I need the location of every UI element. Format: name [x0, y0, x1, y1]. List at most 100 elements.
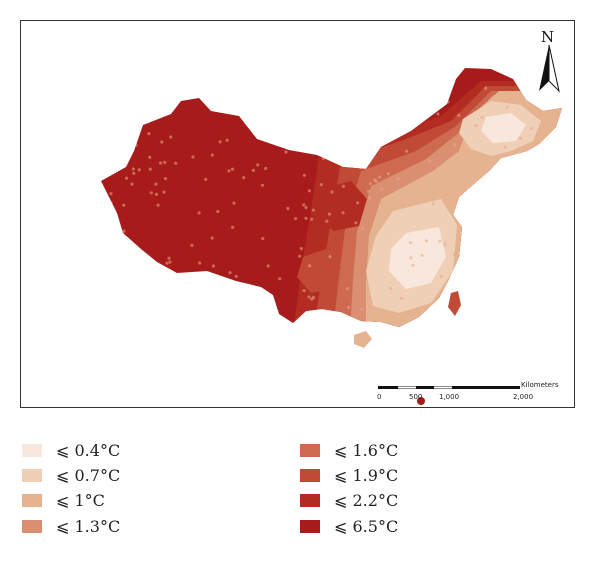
station-point — [183, 80, 187, 84]
station-point — [307, 295, 311, 299]
station-point — [165, 261, 169, 265]
station-point — [350, 162, 354, 166]
station-point — [286, 206, 290, 211]
station-point — [117, 156, 122, 160]
station-point — [181, 79, 185, 83]
scale-tick-label: 500 — [409, 393, 423, 401]
station-point — [143, 299, 147, 303]
station-point — [260, 183, 264, 187]
station-point — [409, 256, 413, 260]
station-point — [191, 155, 195, 159]
station-point — [314, 142, 318, 146]
station-point — [384, 101, 388, 105]
station-point — [242, 176, 246, 180]
station-point — [396, 177, 400, 181]
station-point — [113, 268, 117, 272]
station-point — [261, 237, 265, 241]
station-point — [250, 119, 254, 123]
station-point — [345, 287, 349, 291]
legend-label: ⩽ 6.5°C — [334, 516, 399, 536]
station-point — [145, 115, 149, 119]
legend-item: ⩽ 6.5°C — [300, 516, 399, 536]
station-point — [439, 275, 443, 279]
legend-label: ⩽ 2.2°C — [334, 490, 399, 510]
station-point — [227, 169, 231, 173]
station-point — [315, 327, 318, 330]
region-fill — [354, 331, 372, 348]
station-point — [149, 191, 153, 195]
legend-label: ⩽ 1.3°C — [56, 516, 121, 536]
station-point — [225, 138, 229, 142]
station-point — [405, 118, 409, 123]
legend-swatch — [22, 493, 42, 507]
station-point — [115, 140, 119, 144]
region-fill — [481, 113, 526, 143]
station-point — [144, 299, 148, 303]
station-point — [380, 187, 384, 191]
station-point — [359, 133, 364, 137]
station-point — [462, 182, 466, 186]
station-point — [325, 219, 329, 223]
station-point — [163, 177, 168, 181]
station-point — [145, 84, 149, 88]
station-point — [183, 88, 187, 92]
station-point — [307, 101, 311, 106]
station-point — [186, 91, 191, 96]
region-fill — [317, 181, 367, 231]
region-fill — [297, 249, 341, 293]
station-point — [345, 149, 349, 153]
station-point — [144, 311, 148, 315]
station-point — [109, 201, 113, 205]
station-point — [169, 135, 173, 139]
station-point — [254, 86, 259, 90]
station-point — [508, 248, 512, 253]
station-point — [218, 140, 222, 144]
station-point — [457, 256, 461, 260]
station-point — [388, 286, 393, 290]
station-point — [311, 80, 315, 84]
station-point — [480, 115, 484, 119]
region-fill — [417, 397, 425, 405]
station-point — [266, 264, 270, 268]
station-point — [453, 143, 457, 147]
station-point — [371, 115, 375, 119]
station-point — [162, 190, 166, 194]
station-point — [319, 183, 323, 187]
station-point — [532, 298, 536, 302]
legend-swatch — [22, 468, 42, 482]
station-point — [261, 137, 265, 141]
station-point — [474, 124, 478, 128]
station-point — [354, 221, 358, 225]
station-point — [341, 315, 345, 319]
station-point — [184, 278, 188, 282]
legend-label: ⩽ 1.9°C — [334, 465, 399, 485]
station-point — [367, 196, 372, 200]
station-point — [167, 256, 171, 260]
station-point — [491, 182, 495, 187]
station-point — [514, 234, 518, 238]
station-point — [361, 227, 365, 231]
station-point — [377, 175, 382, 179]
legend-swatch — [22, 443, 42, 457]
station-point — [502, 221, 506, 225]
scale-tick-label: 2,000 — [513, 393, 534, 401]
station-point — [148, 155, 152, 159]
station-point — [420, 253, 424, 257]
station-point — [307, 189, 311, 193]
station-point — [156, 203, 160, 207]
station-point — [482, 267, 486, 271]
station-point — [499, 316, 503, 320]
station-point — [147, 132, 151, 136]
scale-bar — [378, 386, 520, 389]
station-point — [228, 271, 232, 275]
station-point — [214, 300, 218, 304]
station-point — [480, 328, 483, 331]
station-point — [400, 204, 404, 208]
station-point — [132, 171, 136, 175]
station-point — [452, 252, 456, 256]
station-point — [367, 244, 371, 248]
station-point — [256, 163, 260, 167]
station-point — [116, 275, 120, 280]
station-point — [407, 121, 411, 125]
station-point — [264, 166, 268, 171]
